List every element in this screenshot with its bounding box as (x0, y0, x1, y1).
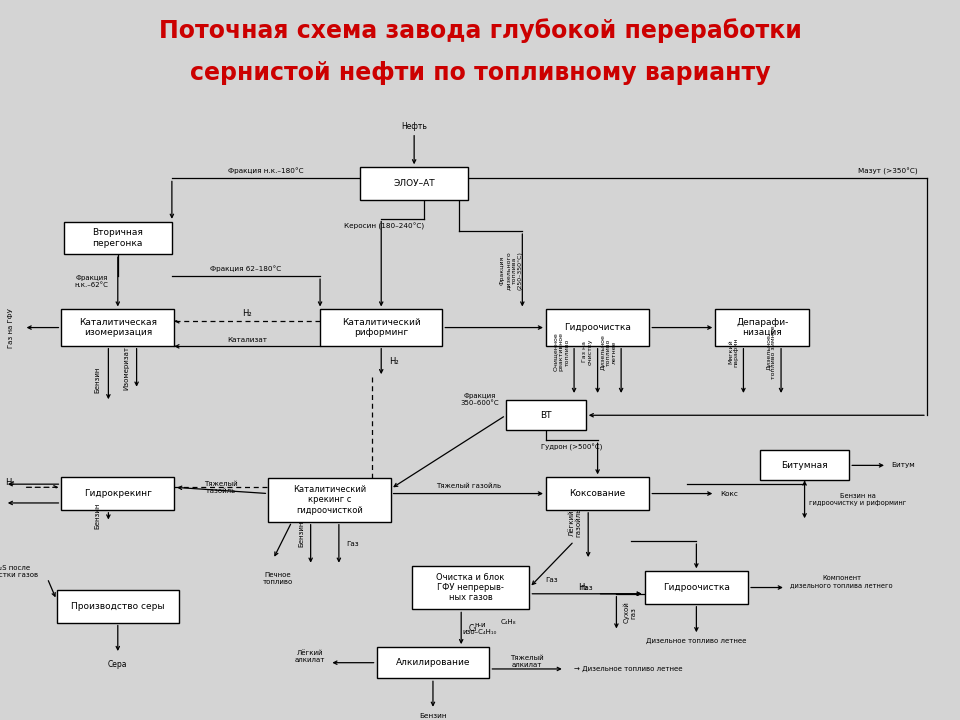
Text: Каталитический
крекинг с
гидроочисткой: Каталитический крекинг с гидроочисткой (293, 485, 366, 515)
Text: Бензин: Бензин (95, 503, 101, 529)
Text: Фракция
н.к.–62°С: Фракция н.к.–62°С (75, 275, 108, 288)
Text: Производство серы: Производство серы (71, 602, 164, 611)
FancyBboxPatch shape (715, 310, 809, 346)
Text: Изомеризат: Изомеризат (123, 346, 129, 390)
FancyBboxPatch shape (644, 571, 748, 604)
Text: Дизельное
топливо зимнее: Дизельное топливо зимнее (765, 325, 777, 379)
Text: Газ на ГФУ: Газ на ГФУ (9, 307, 14, 348)
Text: Фракция н.к.–180°С: Фракция н.к.–180°С (228, 168, 303, 174)
Text: H₂: H₂ (579, 583, 588, 592)
Text: H₂S после
очистки газов: H₂S после очистки газов (0, 565, 37, 578)
FancyBboxPatch shape (61, 477, 174, 510)
FancyBboxPatch shape (546, 477, 649, 510)
Text: Депарафи-
низация: Депарафи- низация (736, 318, 788, 337)
Text: Лёгкий
газойль: Лёгкий газойль (568, 508, 582, 537)
Text: Каталитическая
изомеризация: Каталитическая изомеризация (79, 318, 156, 337)
Text: Тяжелый
алкилат: Тяжелый алкилат (510, 655, 544, 668)
Text: Катализат: Катализат (228, 337, 267, 343)
Text: Поточная схема завода глубокой переработки: Поточная схема завода глубокой переработ… (158, 18, 802, 42)
Text: Очистка и блок
ГФУ непрерыв-
ных газов: Очистка и блок ГФУ непрерыв- ных газов (437, 572, 505, 603)
Text: Кокс: Кокс (720, 490, 738, 497)
Text: ВТ: ВТ (540, 410, 552, 420)
Text: Керосин (180–240°С): Керосин (180–240°С) (344, 222, 423, 230)
Text: Печное
топливо: Печное топливо (263, 572, 293, 585)
Text: Бензин: Бензин (420, 713, 446, 719)
Text: Вторичная
перегонка: Вторичная перегонка (92, 228, 143, 248)
Text: Битум: Битум (892, 462, 915, 469)
Text: Газ на
очистку: Газ на очистку (582, 338, 593, 365)
FancyBboxPatch shape (376, 647, 490, 678)
FancyBboxPatch shape (506, 400, 586, 431)
Text: → Дизельное топливо летнее: → Дизельное топливо летнее (574, 666, 683, 672)
Text: Фракция 62–180°С: Фракция 62–180°С (210, 266, 281, 272)
Text: Дизельное
топливо
летнее: Дизельное топливо летнее (600, 334, 616, 370)
Text: Гудрон (>500°С): Гудрон (>500°С) (541, 444, 603, 451)
Text: Сера: Сера (108, 660, 128, 669)
Text: Сухой
газ: Сухой газ (623, 602, 636, 624)
Text: Нефть: Нефть (401, 122, 427, 131)
Text: Битумная: Битумная (781, 461, 828, 470)
Text: C₃: C₃ (468, 624, 477, 633)
Text: Газ: Газ (545, 577, 558, 583)
FancyBboxPatch shape (57, 590, 179, 623)
Text: Фракция
дизельного
топлива
(250–350°С): Фракция дизельного топлива (250–350°С) (500, 251, 522, 289)
Text: сернистой нефти по топливному варианту: сернистой нефти по топливному варианту (190, 61, 770, 86)
Text: Мазут (>350°С): Мазут (>350°С) (858, 167, 918, 174)
Text: Тяжелый
газойль: Тяжелый газойль (204, 481, 238, 494)
Text: C₄H₈: C₄H₈ (500, 619, 516, 625)
FancyBboxPatch shape (412, 566, 529, 609)
Text: Гидрокрекинг: Гидрокрекинг (84, 489, 152, 498)
Text: Гидроочистка: Гидроочистка (663, 583, 730, 592)
Text: Бензин: Бензин (298, 521, 304, 547)
FancyBboxPatch shape (320, 310, 443, 346)
Text: Алкилирование: Алкилирование (396, 658, 470, 667)
FancyBboxPatch shape (546, 310, 649, 346)
Text: ЭЛОУ–АТ: ЭЛОУ–АТ (394, 179, 435, 188)
Text: Компонент
дизельного топлива летнего: Компонент дизельного топлива летнего (790, 575, 893, 588)
Text: Гидроочистка: Гидроочистка (564, 323, 631, 332)
Text: Коксование: Коксование (569, 489, 626, 498)
FancyBboxPatch shape (760, 450, 850, 480)
Text: Очищенное
реактивное
топливо: Очищенное реактивное топливо (553, 333, 569, 372)
FancyBboxPatch shape (63, 222, 172, 254)
FancyBboxPatch shape (269, 478, 391, 522)
FancyBboxPatch shape (61, 310, 174, 346)
Text: H₂: H₂ (5, 478, 14, 487)
Text: Бензин: Бензин (95, 367, 101, 393)
Text: н-и
изо–C₄H₁₀: н-и изо–C₄H₁₀ (463, 622, 497, 635)
Text: Мягкий
парафин: Мягкий парафин (728, 337, 739, 366)
Text: Каталитический
риформинг: Каталитический риформинг (342, 318, 420, 337)
Text: H₂: H₂ (389, 357, 398, 366)
FancyBboxPatch shape (360, 167, 468, 199)
Text: Фракция
350–600°С: Фракция 350–600°С (461, 393, 499, 406)
Text: Лёгкий
алкилат: Лёгкий алкилат (295, 650, 324, 663)
Text: Дизельное топливо летнее: Дизельное топливо летнее (646, 638, 747, 644)
Text: Бензин на
гидроочистку и риформинг: Бензин на гидроочистку и риформинг (809, 492, 906, 505)
Text: Тяжелый газойль: Тяжелый газойль (436, 483, 501, 489)
Text: Газ: Газ (581, 585, 593, 590)
Text: Газ: Газ (347, 541, 359, 546)
Text: H₂: H₂ (242, 310, 252, 318)
